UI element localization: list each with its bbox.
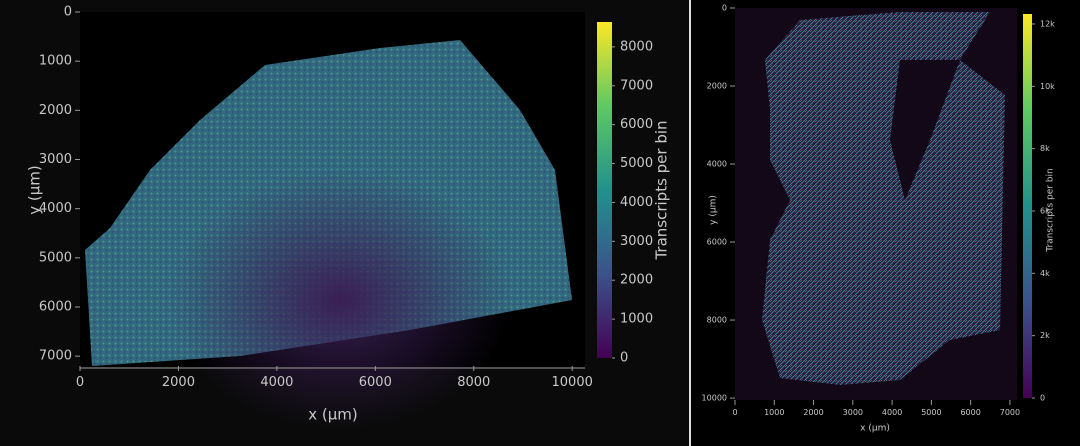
colorbar-tick-label: 6000 (620, 117, 653, 132)
x-axis-label: x (µm) (308, 406, 358, 424)
x-tick-label: 7000 (1000, 408, 1020, 417)
colorbar-tick-label: 12k (1040, 19, 1055, 28)
colorbar-tick-label: 5000 (620, 156, 653, 171)
y-tick-label: 7000 (39, 349, 72, 364)
colorbar-tick-label: 8000 (620, 39, 653, 54)
y-tick-label: 1000 (39, 54, 72, 69)
x-tick-label: 0 (732, 408, 737, 417)
colorbar-tick-label: 0 (620, 351, 628, 366)
x-tick-label: 10000 (552, 375, 593, 390)
x-tick-label: 2000 (803, 408, 823, 417)
y-tick-label: 6000 (707, 238, 727, 247)
colorbar-tick-label: 3000 (620, 234, 653, 249)
colorbar-tick-label: 6k (1040, 206, 1050, 215)
colorbar-tick-label: 8k (1040, 144, 1050, 153)
x-tick-label: 1000 (764, 408, 784, 417)
tissue-image (762, 12, 1005, 385)
colorbar-tick-label: 2000 (620, 273, 653, 288)
x-tick-label: 8000 (457, 375, 490, 390)
y-tick-label: 6000 (39, 300, 72, 315)
y-axis-label: y (µm) (26, 165, 44, 215)
colorbar-tick-label: 4000 (620, 195, 653, 210)
colorbar-tick-label: 0 (1040, 394, 1045, 403)
colorbar-tick-label: 10k (1040, 82, 1055, 91)
colorbar-tick-label: 4k (1040, 269, 1050, 278)
x-tick-label: 4000 (882, 408, 902, 417)
y-tick-label: 2000 (39, 103, 72, 118)
colorbar (597, 22, 612, 358)
x-tick-label: 6000 (960, 408, 980, 417)
x-tick-label: 5000 (921, 408, 941, 417)
y-tick-label: 2000 (707, 82, 727, 91)
y-tick-label: 0 (722, 4, 727, 13)
y-tick-label: 8000 (707, 316, 727, 325)
y-tick-label: 4000 (707, 160, 727, 169)
y-tick-label: 0 (64, 5, 72, 20)
y-tick-label: 5000 (39, 250, 72, 265)
tissue-gap (890, 60, 960, 200)
colorbar-tick-label: 7000 (620, 78, 653, 93)
colorbar-tick-label: 2k (1040, 331, 1050, 340)
x-tick-label: 3000 (843, 408, 863, 417)
x-tick-label: 2000 (162, 375, 195, 390)
y-tick-label: 4000 (39, 201, 72, 216)
colorbar-label: Transcripts per bin (1046, 168, 1056, 252)
y-axis-label: y (µm) (709, 195, 719, 225)
tissue-core (170, 170, 510, 430)
colorbar-tick-label: 1000 (620, 312, 653, 327)
x-tick-label: 6000 (359, 375, 392, 390)
x-tick-label: 0 (76, 375, 84, 390)
y-tick-label: 10000 (702, 394, 727, 403)
y-tick-label: 3000 (39, 152, 72, 167)
colorbar (1023, 14, 1032, 398)
x-tick-label: 4000 (260, 375, 293, 390)
x-axis-label: x (µm) (860, 424, 890, 434)
colorbar-label: Transcripts per bin (653, 120, 671, 260)
